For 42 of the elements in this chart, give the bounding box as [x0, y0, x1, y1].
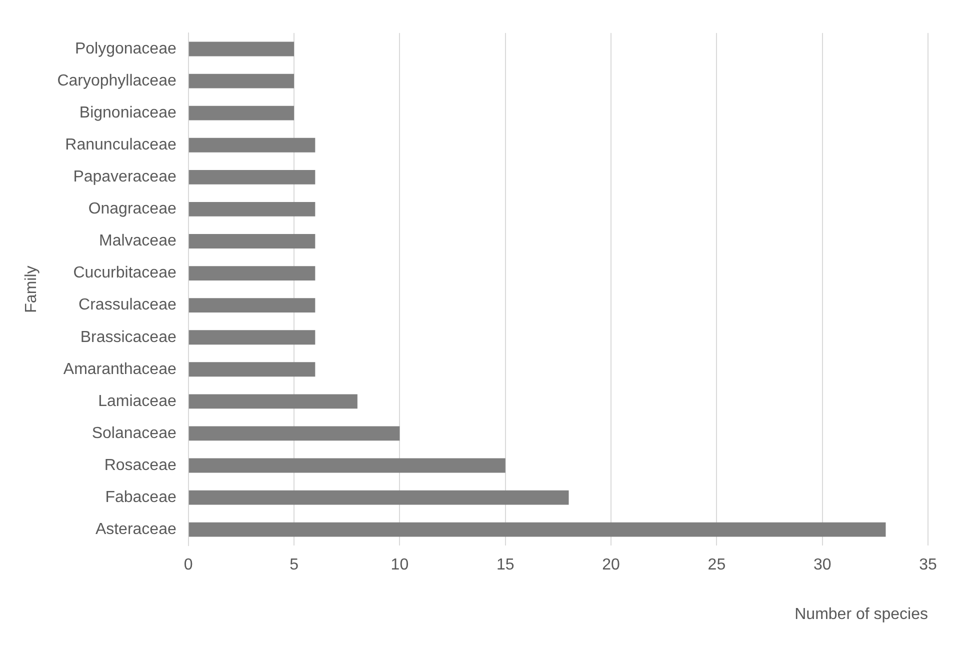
bar: [188, 202, 316, 216]
x-tick-label: 0: [184, 556, 193, 574]
y-tick-label: Bignoniaceae: [79, 104, 176, 122]
bar: [188, 490, 569, 505]
y-tick-label: Rosaceae: [104, 456, 176, 474]
bar: [188, 106, 294, 120]
x-tick-label: 5: [290, 556, 299, 574]
y-tick-label: Papaveraceae: [73, 168, 176, 186]
bar: [188, 170, 316, 184]
x-tick-label: 30: [813, 556, 832, 574]
y-tick-label: Caryophyllaceae: [57, 72, 176, 90]
bar: [188, 266, 316, 280]
x-tick-label: 25: [708, 556, 726, 574]
x-axis-title: Number of species: [794, 606, 928, 623]
bar: [188, 234, 316, 248]
bar: [188, 394, 358, 409]
y-tick-label: Lamiaceae: [98, 392, 176, 410]
y-tick-label: Polygonaceae: [74, 40, 176, 58]
y-tick-label: Solanaceae: [92, 424, 176, 442]
y-tick-label: Ranunculaceae: [65, 136, 176, 154]
bar: [188, 138, 316, 152]
bar: [188, 330, 316, 345]
x-tick-label: 20: [602, 556, 620, 574]
y-tick-label: Fabaceae: [105, 488, 176, 506]
bar: [188, 74, 294, 88]
bar: [188, 522, 886, 537]
bar: [188, 362, 316, 377]
y-tick-label: Asteraceae: [95, 520, 176, 538]
y-tick-label: Onagraceae: [88, 200, 176, 218]
bar: [188, 458, 506, 473]
bar: [188, 42, 294, 56]
y-axis-title: Family: [23, 266, 40, 313]
x-tick-label: 35: [919, 556, 937, 574]
y-tick-label: Brassicaceae: [80, 328, 176, 346]
bar: [188, 298, 316, 313]
y-tick-label: Crassulaceae: [78, 296, 176, 314]
x-tick-label: 15: [496, 556, 514, 574]
y-tick-label: Malvaceae: [99, 232, 176, 250]
y-tick-label: Cucurbitaceae: [73, 264, 176, 282]
bar: [188, 426, 400, 441]
y-tick-label: Amaranthaceae: [63, 360, 176, 378]
x-tick-label: 10: [390, 556, 409, 574]
